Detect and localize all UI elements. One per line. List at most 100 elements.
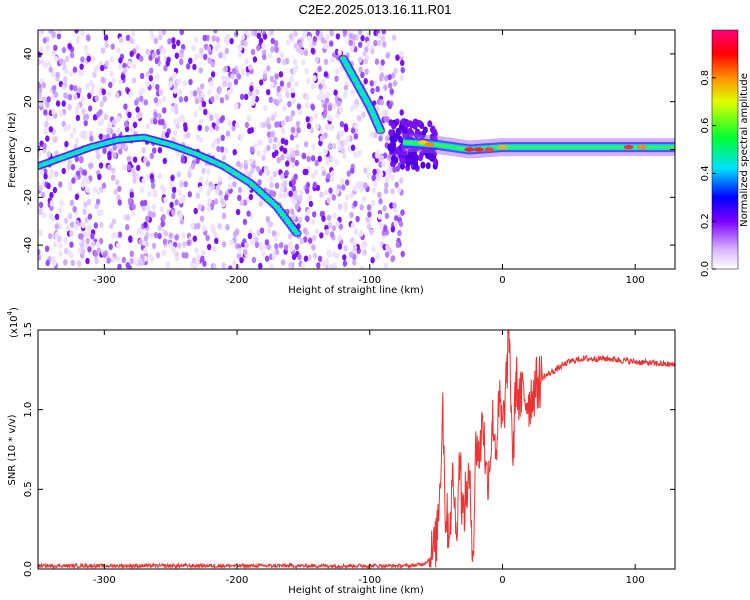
noise-speck xyxy=(69,84,74,91)
noise-speck xyxy=(327,104,333,112)
noise-speck xyxy=(400,118,406,126)
noise-speck xyxy=(223,80,228,87)
noise-speck xyxy=(257,179,262,186)
y-tick-label: 1.5 xyxy=(23,322,34,338)
noise-speck xyxy=(222,53,227,60)
noise-speck xyxy=(366,223,372,230)
noise-speck xyxy=(41,82,47,89)
noise-speck xyxy=(101,88,106,96)
noise-speck xyxy=(211,122,216,129)
colorbar: 0.0 0.2 0.4 0.6 0.8 Normalized spectral ampl… xyxy=(700,29,750,277)
noise-speck xyxy=(91,55,96,62)
noise-speck xyxy=(149,256,155,263)
noise-speck xyxy=(122,164,127,171)
noise-speck xyxy=(391,154,397,162)
noise-speck xyxy=(183,181,188,188)
noise-speck xyxy=(43,168,48,175)
noise-speck xyxy=(216,145,221,152)
noise-speck xyxy=(143,235,149,242)
noise-speck xyxy=(151,52,157,59)
noise-speck xyxy=(58,58,64,65)
noise-speck xyxy=(251,232,257,239)
noise-speck xyxy=(402,127,408,135)
noise-speck xyxy=(82,208,87,215)
noise-speck xyxy=(392,202,397,209)
noise-speck xyxy=(334,75,339,82)
noise-speck xyxy=(38,92,42,100)
noise-speck xyxy=(346,170,351,177)
noise-speck xyxy=(224,194,229,201)
noise-speck xyxy=(163,230,169,237)
noise-speck xyxy=(208,126,214,133)
carrier-hotspot xyxy=(464,147,475,152)
noise-speck xyxy=(282,180,288,187)
noise-speck xyxy=(328,187,333,194)
carrier-hotspot xyxy=(623,144,634,150)
noise-speck xyxy=(217,175,222,183)
noise-speck xyxy=(389,202,394,209)
noise-speck xyxy=(195,259,200,266)
noise-speck xyxy=(92,71,97,79)
noise-speck xyxy=(117,263,122,269)
arc-mark xyxy=(293,231,300,236)
snr-multiplier-base: (x10 xyxy=(9,315,20,338)
noise-speck xyxy=(279,186,285,193)
noise-speck xyxy=(270,46,275,53)
noise-speck xyxy=(358,230,364,237)
noise-speck xyxy=(162,48,167,55)
noise-speck xyxy=(138,111,143,119)
noise-speck xyxy=(356,181,361,189)
noise-speck xyxy=(168,81,173,88)
noise-speck xyxy=(43,173,48,180)
noise-speck xyxy=(221,212,227,219)
noise-speck xyxy=(330,170,335,177)
noise-speck xyxy=(160,184,165,191)
noise-speck xyxy=(400,59,405,66)
noise-speck xyxy=(236,73,242,80)
noise-speck xyxy=(338,223,343,230)
noise-speck xyxy=(63,247,69,254)
noise-speck xyxy=(56,33,62,40)
noise-speck xyxy=(148,232,154,239)
noise-speck xyxy=(148,75,153,82)
noise-speck xyxy=(300,262,306,269)
noise-speck xyxy=(171,209,176,216)
noise-speck xyxy=(141,177,146,185)
noise-speck xyxy=(287,232,293,240)
noise-speck xyxy=(48,66,53,73)
noise-speck xyxy=(357,149,362,157)
noise-speck xyxy=(394,215,399,222)
noise-speck xyxy=(63,237,68,244)
noise-speck xyxy=(369,80,374,87)
noise-speck xyxy=(141,204,146,212)
noise-speck xyxy=(138,238,143,245)
noise-speck xyxy=(399,74,404,82)
noise-speck xyxy=(127,197,133,205)
y-tick-label: -20 xyxy=(23,189,34,205)
noise-speck xyxy=(118,148,123,155)
noise-speck xyxy=(306,122,312,130)
noise-speck xyxy=(237,186,243,194)
noise-speck xyxy=(98,133,104,140)
noise-speck xyxy=(380,59,385,66)
noise-speck xyxy=(141,147,146,154)
noise-speck xyxy=(43,109,48,116)
noise-speck xyxy=(258,200,264,207)
noise-speck xyxy=(268,96,273,103)
noise-speck xyxy=(323,148,328,155)
noise-speck xyxy=(165,261,171,269)
noise-speck xyxy=(305,187,310,194)
noise-speck xyxy=(379,223,384,230)
noise-speck xyxy=(288,33,294,40)
noise-speck xyxy=(393,220,398,227)
noise-speck xyxy=(143,221,148,228)
noise-speck xyxy=(350,222,355,229)
noise-speck xyxy=(215,184,221,192)
noise-speck xyxy=(206,168,211,175)
noise-speck xyxy=(225,75,230,83)
noise-speck xyxy=(68,184,73,192)
noise-speck xyxy=(327,251,332,258)
noise-speck xyxy=(382,205,387,212)
noise-speck xyxy=(295,149,300,157)
colorbar-tick-label: 0.2 xyxy=(700,213,711,229)
